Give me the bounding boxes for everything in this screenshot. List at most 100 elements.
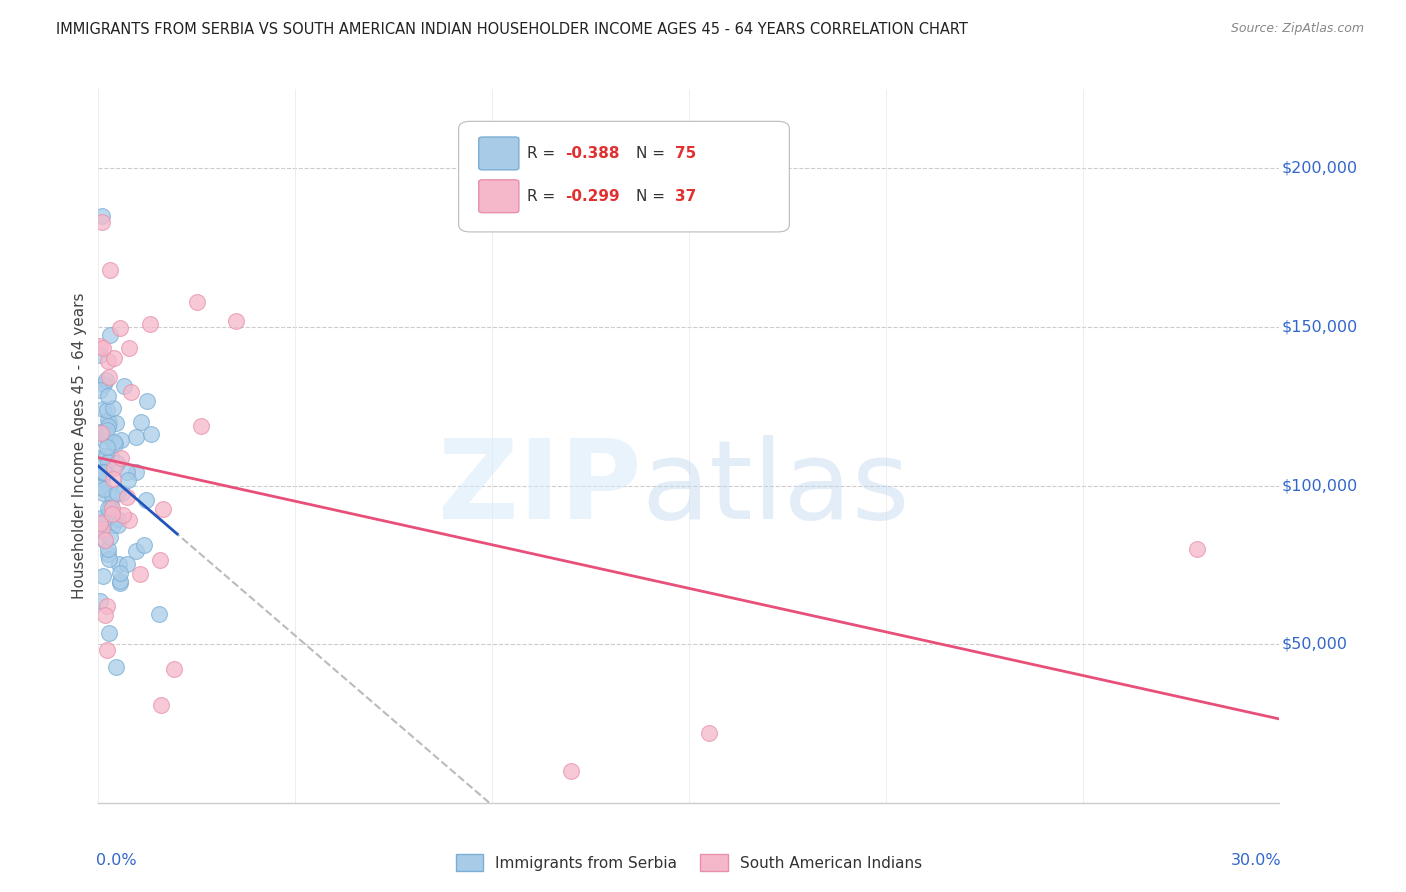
Point [97, 418, 120, 433]
Point [129, 567, 152, 582]
Point [91, 474, 114, 488]
Point [89, 425, 111, 439]
Text: atlas: atlas [641, 435, 910, 542]
Point [190, 418, 212, 433]
Point [136, 394, 159, 409]
Point [1185, 542, 1208, 557]
Point [98, 530, 121, 544]
Point [91, 522, 114, 536]
Point [152, 501, 174, 516]
Point [112, 379, 135, 393]
Point [225, 314, 247, 328]
Point [97, 455, 120, 469]
Point [132, 538, 155, 552]
Point [110, 451, 132, 466]
Point [98, 626, 121, 640]
Text: ZIP: ZIP [439, 435, 641, 542]
Point [96, 440, 118, 454]
Point [96, 547, 118, 561]
Point [697, 726, 720, 740]
Point [101, 489, 124, 503]
Text: $200,000: $200,000 [1282, 161, 1358, 176]
Point [97, 369, 120, 384]
Point [94, 607, 117, 622]
Text: N =: N = [636, 189, 669, 203]
FancyBboxPatch shape [458, 121, 789, 232]
Point [125, 543, 148, 558]
Point [118, 341, 141, 355]
Point [100, 507, 122, 521]
Point [100, 498, 122, 512]
Point [139, 317, 162, 331]
Point [93, 533, 115, 548]
Point [101, 401, 124, 415]
Point [115, 465, 138, 479]
Text: $100,000: $100,000 [1282, 478, 1358, 493]
Text: $50,000: $50,000 [1282, 637, 1348, 652]
Point [186, 294, 208, 309]
Point [560, 764, 582, 778]
Point [104, 416, 127, 430]
FancyBboxPatch shape [478, 180, 519, 212]
Point [90, 511, 112, 525]
Point [103, 472, 125, 486]
Legend: Immigrants from Serbia, South American Indians: Immigrants from Serbia, South American I… [450, 848, 928, 877]
Point [107, 512, 129, 526]
Point [103, 351, 125, 365]
Text: -0.299: -0.299 [565, 189, 620, 203]
Text: IMMIGRANTS FROM SERBIA VS SOUTH AMERICAN INDIAN HOUSEHOLDER INCOME AGES 45 - 64 : IMMIGRANTS FROM SERBIA VS SOUTH AMERICAN… [56, 22, 969, 37]
Text: Source: ZipAtlas.com: Source: ZipAtlas.com [1230, 22, 1364, 36]
Point [89, 339, 111, 353]
Point [89, 516, 111, 531]
Text: $150,000: $150,000 [1282, 319, 1358, 334]
Point [148, 607, 170, 621]
Point [108, 566, 131, 580]
Text: 75: 75 [675, 146, 696, 161]
Point [107, 517, 129, 532]
Point [91, 215, 114, 229]
Point [108, 321, 131, 335]
Point [110, 576, 132, 591]
Point [94, 449, 117, 463]
Point [96, 509, 118, 524]
Point [89, 348, 111, 362]
Point [94, 434, 117, 448]
Point [125, 466, 148, 480]
Point [149, 553, 172, 567]
Point [141, 427, 163, 442]
Point [89, 594, 111, 608]
Point [94, 373, 117, 387]
Point [98, 327, 121, 342]
Point [90, 465, 112, 479]
Text: N =: N = [636, 146, 669, 161]
Point [101, 500, 124, 515]
Point [110, 433, 132, 447]
Point [101, 517, 124, 532]
Point [103, 460, 125, 475]
Point [105, 486, 128, 500]
Text: R =: R = [527, 189, 560, 203]
Y-axis label: Householder Income Ages 45 - 64 years: Householder Income Ages 45 - 64 years [72, 293, 87, 599]
Point [118, 513, 141, 527]
Point [105, 456, 128, 470]
Point [97, 542, 120, 557]
Point [93, 377, 115, 392]
Point [111, 486, 134, 500]
Point [94, 429, 117, 443]
Point [93, 482, 115, 496]
Point [117, 558, 139, 572]
Point [117, 473, 139, 487]
Point [90, 480, 112, 494]
Point [112, 508, 135, 522]
Point [89, 450, 111, 465]
Point [149, 698, 172, 712]
Point [98, 552, 121, 566]
Point [91, 486, 114, 500]
Point [97, 413, 120, 427]
Point [125, 430, 148, 444]
Point [104, 437, 127, 451]
Point [96, 643, 118, 657]
Point [97, 389, 120, 403]
Point [91, 342, 114, 356]
Point [96, 403, 118, 417]
